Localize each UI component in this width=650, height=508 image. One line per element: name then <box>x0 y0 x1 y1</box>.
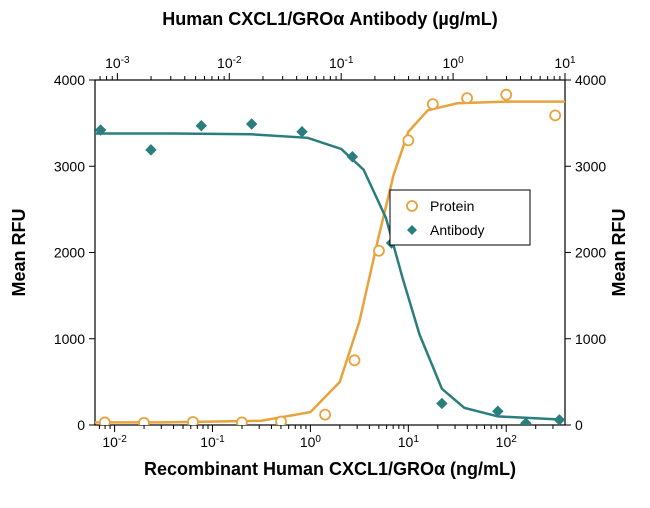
log-tick-label: 10-1 <box>329 55 354 72</box>
protein-marker <box>320 410 330 420</box>
bottom-axis-label: Recombinant Human CXCL1/GROα (ng/mL) <box>144 459 516 479</box>
protein-marker <box>428 99 438 109</box>
antibody-marker <box>297 127 307 137</box>
y-left-tick-label: 2000 <box>54 245 85 261</box>
protein-marker <box>403 135 413 145</box>
antibody-marker <box>554 415 564 425</box>
antibody-marker <box>437 398 447 408</box>
log-tick-label: 10-1 <box>200 434 225 451</box>
protein-curve <box>95 102 565 423</box>
chart-svg: 0 1000 2000 3000 4000 0 1000 2000 3000 4000 10-2 10… <box>0 0 650 503</box>
log-tick-label: 100 <box>443 55 465 72</box>
protein-marker <box>349 355 359 365</box>
protein-marker <box>501 90 511 100</box>
log-tick-label: 10-2 <box>217 55 242 72</box>
antibody-curve <box>95 134 565 420</box>
y-left-tick-label: 0 <box>77 417 85 433</box>
log-tick-label: 101 <box>554 55 576 72</box>
legend-protein-label: Protein <box>430 198 474 214</box>
antibody-marker <box>521 418 531 428</box>
y-right-tick-label: 2000 <box>575 245 606 261</box>
antibody-marker <box>146 145 156 155</box>
plot-border <box>95 80 565 425</box>
protein-marker <box>374 246 384 256</box>
chart-container: 0 1000 2000 3000 4000 0 1000 2000 3000 4000 10-2 10… <box>0 0 650 503</box>
log-tick-label: 10-3 <box>105 55 130 72</box>
legend-protein-icon <box>407 201 417 211</box>
top-axis-label: Human CXCL1/GROα Antibody (µg/mL) <box>162 9 497 29</box>
protein-marker <box>462 93 472 103</box>
log-tick-label: 102 <box>496 434 518 451</box>
y-left-tick-label: 3000 <box>54 158 85 174</box>
log-tick-label: 100 <box>300 434 322 451</box>
log-tick-label: 101 <box>398 434 420 451</box>
y-right-tick-label: 1000 <box>575 331 606 347</box>
y-left-tick-label: 1000 <box>54 331 85 347</box>
protein-marker <box>550 110 560 120</box>
antibody-marker <box>247 119 257 129</box>
legend-antibody-label: Antibody <box>430 222 484 238</box>
log-tick-label: 10-2 <box>102 434 127 451</box>
antibody-marker <box>347 152 357 162</box>
y-right-tick-label: 0 <box>575 417 583 433</box>
left-axis-label: Mean RFU <box>9 208 29 296</box>
y-left-tick-label: 4000 <box>54 72 85 88</box>
right-axis-label: Mean RFU <box>609 208 629 296</box>
antibody-marker <box>196 121 206 131</box>
y-right-tick-label: 3000 <box>575 158 606 174</box>
y-right-tick-label: 4000 <box>575 72 606 88</box>
